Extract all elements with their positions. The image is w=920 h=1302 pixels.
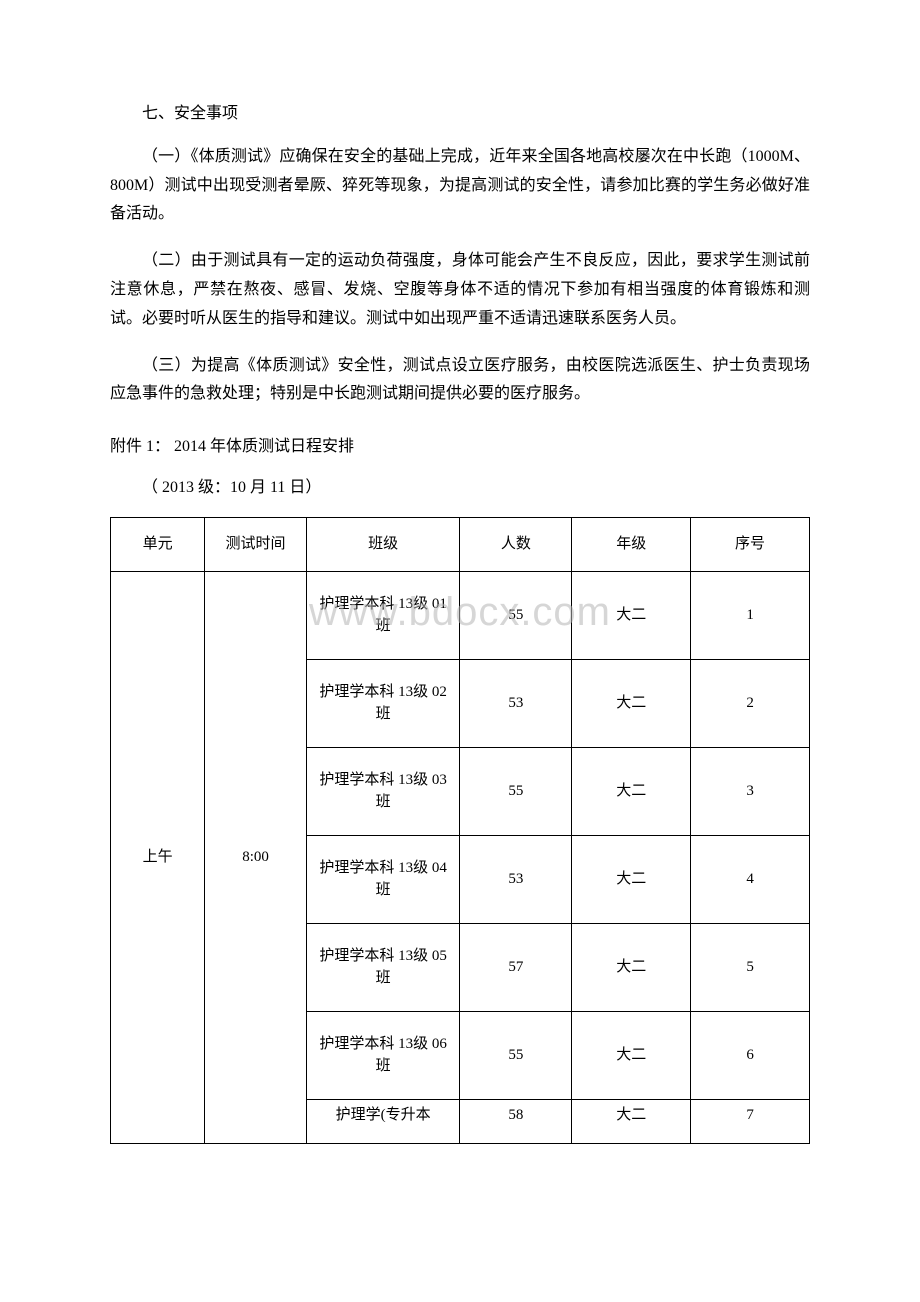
cell-grade: 大二 <box>572 923 691 1011</box>
cell-unit: 上午 <box>111 571 205 1143</box>
cell-grade: 大二 <box>572 659 691 747</box>
th-grade: 年级 <box>572 517 691 571</box>
th-index: 序号 <box>691 517 810 571</box>
th-class: 班级 <box>306 517 460 571</box>
cell-count: 55 <box>460 571 572 659</box>
cell-class: 护理学(专升本 <box>306 1099 460 1143</box>
cell-index: 5 <box>691 923 810 1011</box>
attachment-title: 附件 1： 2014 年体质测试日程安排 <box>110 433 810 462</box>
attachment-date: （ 2013 级：10 月 11 日） <box>110 474 810 503</box>
cell-class: 护理学本科 13级 04 班 <box>306 835 460 923</box>
cell-count: 53 <box>460 659 572 747</box>
cell-grade: 大二 <box>572 571 691 659</box>
cell-class: 护理学本科 13级 06 班 <box>306 1011 460 1099</box>
cell-class: 护理学本科 13级 05 班 <box>306 923 460 1011</box>
cell-grade: 大二 <box>572 1099 691 1143</box>
cell-count: 55 <box>460 747 572 835</box>
cell-grade: 大二 <box>572 747 691 835</box>
cell-time: 8:00 <box>205 571 306 1143</box>
th-unit: 单元 <box>111 517 205 571</box>
cell-count: 55 <box>460 1011 572 1099</box>
cell-count: 53 <box>460 835 572 923</box>
cell-index: 4 <box>691 835 810 923</box>
cell-count: 57 <box>460 923 572 1011</box>
schedule-table: 单元 测试时间 班级 人数 年级 序号 上午 8:00 护理学本科 13级 01… <box>110 517 810 1144</box>
cell-index: 6 <box>691 1011 810 1099</box>
paragraph-3: （三）为提高《体质测试》安全性，测试点设立医疗服务，由校医院选派医生、护士负责现… <box>110 352 810 410</box>
cell-grade: 大二 <box>572 835 691 923</box>
cell-index: 1 <box>691 571 810 659</box>
cell-grade: 大二 <box>572 1011 691 1099</box>
cell-index: 3 <box>691 747 810 835</box>
paragraph-1: （一）《体质测试》应确保在安全的基础上完成，近年来全国各地高校屡次在中长跑（10… <box>110 143 810 229</box>
cell-count: 58 <box>460 1099 572 1143</box>
th-time: 测试时间 <box>205 517 306 571</box>
section-7-heading: 七、安全事项 <box>110 100 810 129</box>
paragraph-2: （二）由于测试具有一定的运动负荷强度，身体可能会产生不良反应，因此，要求学生测试… <box>110 247 810 333</box>
table-header-row: 单元 测试时间 班级 人数 年级 序号 <box>111 517 810 571</box>
table-row: 上午 8:00 护理学本科 13级 01 班 55 大二 1 <box>111 571 810 659</box>
cell-class: 护理学本科 13级 02 班 <box>306 659 460 747</box>
th-count: 人数 <box>460 517 572 571</box>
cell-class: 护理学本科 13级 03 班 <box>306 747 460 835</box>
cell-index: 2 <box>691 659 810 747</box>
cell-class: 护理学本科 13级 01 班 <box>306 571 460 659</box>
cell-index: 7 <box>691 1099 810 1143</box>
